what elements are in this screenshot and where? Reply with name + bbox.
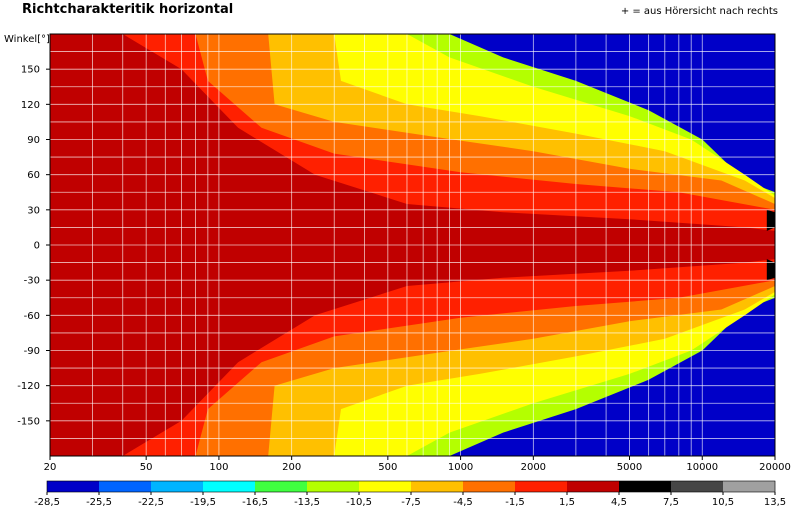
- colorbar-tick-label: -4,5: [453, 497, 473, 508]
- colorbar-tick-label: -10,5: [346, 497, 372, 508]
- colorbar-swatch: [515, 481, 568, 492]
- colorbar-tick-label: 1,5: [559, 497, 575, 508]
- colorbar-tick-label: -1,5: [505, 497, 525, 508]
- y-tick-label: 120: [21, 100, 40, 111]
- y-tick-label: 60: [27, 170, 40, 181]
- colorbar: [46, 480, 776, 493]
- x-tick-label: 10000: [686, 462, 718, 473]
- orientation-note: + = aus Hörersicht nach rechts: [620, 6, 778, 17]
- x-tick-label: 200: [282, 462, 301, 473]
- colorbar-tick-label: -19,5: [190, 497, 216, 508]
- y-tick-label: -150: [17, 416, 40, 427]
- colorbar-swatch: [463, 481, 516, 492]
- y-axis-label: Winkel[°]: [4, 34, 50, 45]
- x-tick-label: 20000: [759, 462, 791, 473]
- colorbar-swatch: [619, 481, 672, 492]
- x-tick-label: 5000: [617, 462, 642, 473]
- x-tick-label: 20: [44, 462, 57, 473]
- level-region-8: [766, 259, 775, 281]
- colorbar-swatch: [723, 481, 776, 492]
- level-region-7: [766, 209, 775, 231]
- y-tick-label: -90: [24, 346, 40, 357]
- y-tick-label: -30: [24, 276, 40, 287]
- y-axis-ticks: 150 120 90 60 30 0 -30 -60 -90 -120 -150: [17, 65, 50, 427]
- colorbar-swatch: [99, 481, 152, 492]
- y-tick-label: 150: [21, 65, 40, 76]
- colorbar-tick-label: 13,5: [764, 497, 786, 508]
- x-axis-ticks: 20 50 100 200 500 1000 2000 5000 10000 20000: [44, 456, 791, 473]
- y-tick-label: 90: [27, 135, 40, 146]
- colorbar-tick-label: -25,5: [86, 497, 112, 508]
- colorbar-tick-label: -13,5: [294, 497, 320, 508]
- colorbar-tick-label: -22,5: [138, 497, 164, 508]
- colorbar-swatch: [151, 481, 204, 492]
- colorbar-swatch: [307, 481, 360, 492]
- y-tick-label: -60: [24, 311, 40, 322]
- colorbar-ticks: -28,5 -25,5 -22,5 -19,5 -16,5 -13,5 -10,5 -7,5 -…: [34, 492, 786, 508]
- x-tick-label: 50: [140, 462, 153, 473]
- colorbar-swatch: [411, 481, 464, 492]
- colorbar-tick-label: -28,5: [34, 497, 60, 508]
- y-tick-label: 30: [27, 205, 40, 216]
- colorbar-swatch: [203, 481, 256, 492]
- y-tick-label: -120: [17, 381, 40, 392]
- x-tick-label: 500: [378, 462, 397, 473]
- colorbar-swatch: [255, 481, 308, 492]
- colorbar-swatch: [671, 481, 724, 492]
- colorbar-tick-label: -7,5: [401, 497, 421, 508]
- colorbar-swatch: [359, 481, 412, 492]
- colorbar-tick-label: -16,5: [242, 497, 268, 508]
- x-tick-label: 2000: [521, 462, 546, 473]
- y-tick-label: 0: [34, 241, 40, 252]
- colorbar-swatch: [567, 481, 620, 492]
- chart-title: Richtcharakteritik horizontal: [22, 2, 234, 17]
- colorbar-tick-label: 4,5: [611, 497, 627, 508]
- colorbar-swatch: [47, 481, 100, 492]
- colorbar-tick-label: 7,5: [663, 497, 679, 508]
- colorbar-tick-label: 10,5: [712, 497, 734, 508]
- x-tick-label: 1000: [448, 462, 473, 473]
- x-tick-label: 100: [209, 462, 228, 473]
